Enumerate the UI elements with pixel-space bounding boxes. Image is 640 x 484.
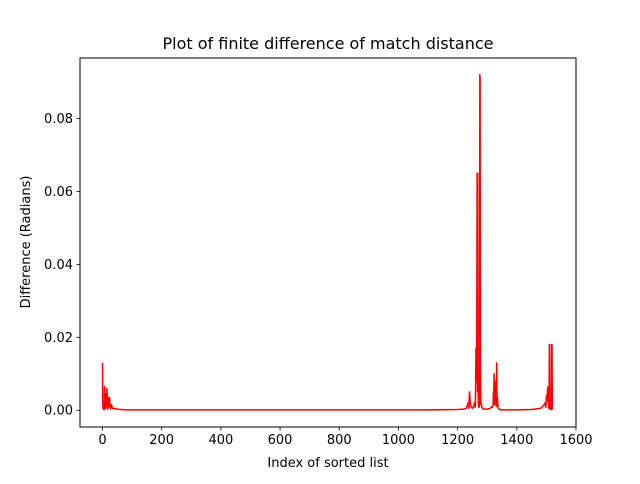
x-tick-label: 1200 xyxy=(441,433,474,448)
y-axis-label: Difference (Radians) xyxy=(19,176,34,309)
series-line-0 xyxy=(101,74,554,411)
series-layer xyxy=(101,74,554,411)
x-tick-label: 0 xyxy=(98,433,106,448)
x-tick-label: 600 xyxy=(268,433,293,448)
chart-title: Plot of finite difference of match dista… xyxy=(162,34,493,53)
y-tick-label: 0.00 xyxy=(44,404,73,419)
x-tick-label: 800 xyxy=(327,433,352,448)
axes-frame xyxy=(79,57,577,428)
y-tick-label: 0.08 xyxy=(44,112,73,127)
x-tick-label: 200 xyxy=(149,433,174,448)
plot-area xyxy=(79,57,577,428)
x-tick-label: 1000 xyxy=(382,433,415,448)
y-tick-label: 0.02 xyxy=(44,331,73,346)
y-axis-ticks: 0.00 0.02 0.04 0.06 0.08 xyxy=(44,112,80,419)
x-tick-label: 400 xyxy=(208,433,233,448)
x-axis-ticks: 0 200 400 600 800 1000 1200 1400 1600 xyxy=(98,427,593,448)
x-tick-label: 1400 xyxy=(500,433,533,448)
y-tick-label: 0.04 xyxy=(44,258,73,273)
x-axis-label: Index of sorted list xyxy=(267,456,388,471)
y-tick-label: 0.06 xyxy=(44,185,73,200)
x-tick-label: 1600 xyxy=(559,433,592,448)
